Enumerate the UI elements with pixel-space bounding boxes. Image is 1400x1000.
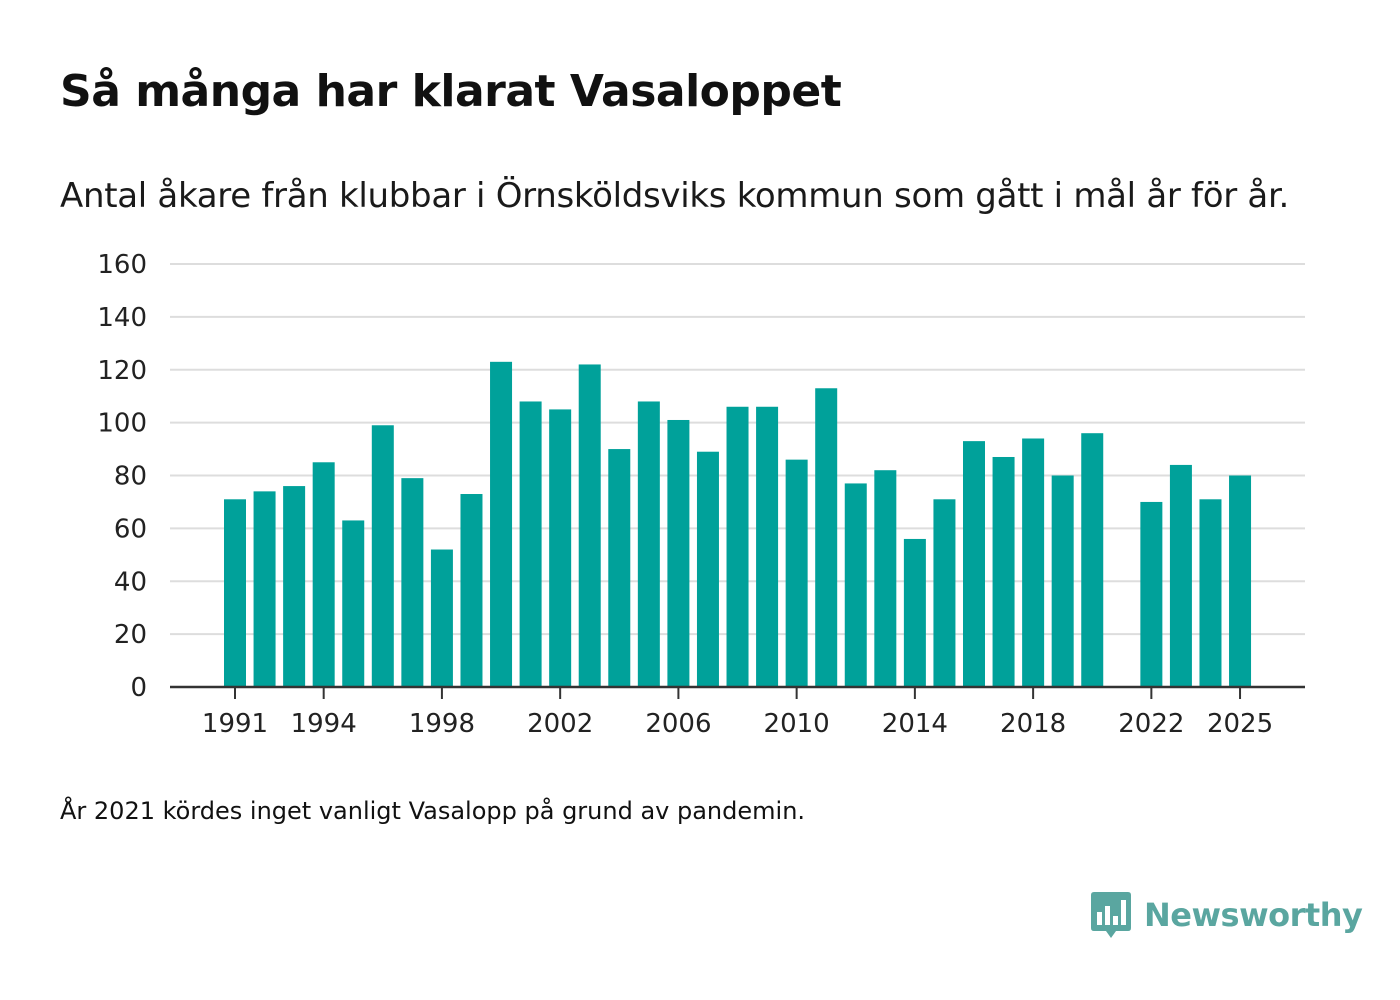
- bar-1995: [342, 520, 365, 687]
- bar-2002: [549, 409, 572, 687]
- bar-2010: [785, 459, 808, 687]
- x-tick-label-2018: 2018: [1000, 709, 1066, 739]
- y-tick-label-20: 20: [114, 620, 147, 650]
- bar-2016: [963, 441, 985, 687]
- bar-chart: 0 20 40 60 80 100 120 140 160 1991 1994 1998 2002 20…: [97, 250, 1305, 739]
- x-tick-label-1994: 1994: [291, 709, 357, 739]
- x-tick-label-1998: 1998: [409, 709, 475, 739]
- y-tick-label-160: 160: [97, 250, 147, 280]
- y-tick-label-80: 80: [114, 462, 147, 492]
- bars: [224, 361, 1252, 687]
- bar-2022: [1140, 501, 1163, 687]
- bar-2012: [844, 483, 867, 687]
- newsworthy-logo-icon: [1091, 892, 1131, 938]
- bar-2011: [815, 388, 838, 687]
- chart-title: Så många har klarat Vasaloppet: [60, 66, 842, 117]
- x-tick-label-2025: 2025: [1207, 709, 1273, 739]
- x-tick-label-1991: 1991: [202, 709, 268, 739]
- bar-2013: [874, 470, 897, 687]
- y-tick-label-40: 40: [114, 567, 147, 597]
- y-tick-label-100: 100: [97, 409, 147, 439]
- y-tick-label-0: 0: [130, 673, 147, 703]
- x-tick-label-2014: 2014: [882, 709, 948, 739]
- footnote: År 2021 kördes inget vanligt Vasalopp på…: [60, 797, 806, 825]
- brand[interactable]: Newsworthy: [1090, 890, 1363, 940]
- bar-2003: [578, 364, 601, 687]
- y-tick-label-140: 140: [97, 303, 147, 333]
- y-tick-label-60: 60: [114, 514, 147, 544]
- bar-2020: [1081, 433, 1104, 687]
- y-tick-label-120: 120: [97, 356, 147, 386]
- bar-2018: [1022, 438, 1045, 687]
- bar-2001: [519, 401, 542, 687]
- bar-2006: [667, 419, 690, 687]
- x-tick-label-2010: 2010: [764, 709, 830, 739]
- bar-2015: [933, 499, 956, 687]
- y-axis-ticks: 0 20 40 60 80 100 120 140 160: [97, 250, 147, 703]
- bar-1991: [224, 499, 246, 687]
- bar-1999: [460, 494, 483, 687]
- chart-subtitle: Antal åkare från klubbar i Örnsköldsviks…: [60, 176, 1290, 216]
- x-tick-label-2022: 2022: [1118, 709, 1184, 739]
- bar-2019: [1051, 475, 1074, 687]
- bar-2017: [992, 456, 1015, 687]
- bar-2024: [1199, 499, 1222, 687]
- bar-2009: [756, 406, 779, 687]
- bar-2000: [490, 361, 513, 687]
- x-axis-ticks: 1991 1994 1998 2002 2006 2010 2014 2018 2022 2025: [202, 687, 1273, 739]
- bar-2004: [608, 449, 631, 687]
- bar-2014: [903, 538, 926, 687]
- bar-2005: [637, 401, 660, 687]
- x-tick-label-2006: 2006: [645, 709, 711, 739]
- x-tick-label-2002: 2002: [527, 709, 593, 739]
- bar-1994: [312, 462, 335, 687]
- brand-name: Newsworthy: [1144, 896, 1363, 934]
- bar-2008: [726, 406, 749, 687]
- bar-1997: [401, 478, 424, 687]
- bar-2007: [696, 451, 719, 687]
- bar-1992: [253, 491, 276, 687]
- bar-1993: [283, 486, 306, 687]
- bar-1996: [371, 425, 394, 687]
- bar-2023: [1169, 464, 1192, 687]
- bar-2025: [1229, 475, 1252, 687]
- bar-1998: [430, 549, 453, 687]
